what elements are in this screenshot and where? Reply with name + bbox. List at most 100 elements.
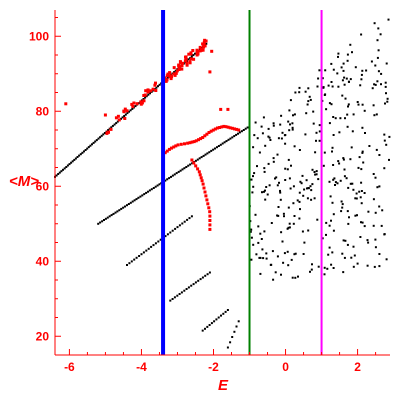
data-point-s1 — [280, 137, 283, 140]
data-point-s0 — [202, 154, 205, 157]
data-point-s0 — [177, 170, 180, 173]
data-point-s1 — [321, 77, 324, 80]
data-point-s4 — [190, 158, 194, 162]
data-point-s3 — [203, 134, 207, 138]
data-point-s1 — [282, 212, 285, 215]
data-point-s3 — [190, 140, 194, 144]
x-tick-label: 2 — [354, 360, 361, 374]
data-point-s0 — [118, 209, 121, 212]
data-point-s1 — [383, 139, 386, 142]
data-point-s0 — [79, 153, 82, 156]
data-point-s1 — [293, 253, 296, 256]
data-point-s1 — [330, 62, 333, 65]
data-point-s1 — [332, 178, 335, 181]
data-point-s1 — [270, 222, 273, 224]
data-point-s1 — [250, 228, 253, 231]
data-point-s1 — [373, 114, 376, 117]
data-point-s1 — [361, 151, 364, 154]
data-point-s1 — [378, 185, 381, 188]
data-point-s1 — [261, 132, 264, 135]
data-point-s1 — [292, 202, 295, 205]
data-point-s1 — [308, 95, 311, 98]
y-ticks: 20 40 60 80 100 — [29, 29, 49, 343]
data-point-s1 — [350, 256, 353, 259]
data-point-s1 — [250, 178, 253, 181]
data-point-s2 — [122, 109, 126, 113]
data-point-s5 — [208, 70, 212, 74]
data-point-s1 — [306, 197, 309, 200]
data-point-s2 — [198, 45, 202, 49]
data-point-s1 — [344, 97, 347, 100]
data-point-s1 — [380, 224, 383, 227]
data-point-s1 — [313, 197, 316, 200]
data-point-s4 — [208, 227, 212, 231]
data-point-s1 — [293, 113, 296, 116]
data-point-s0 — [187, 164, 190, 167]
data-point-s1 — [356, 214, 358, 217]
data-point-s5 — [226, 107, 230, 111]
data-point-s1 — [306, 103, 309, 106]
data-point-s1 — [325, 108, 328, 111]
data-point-s2 — [178, 60, 182, 64]
data-point-s1 — [294, 91, 297, 94]
data-point-s1 — [328, 246, 331, 249]
data-point-s0 — [180, 291, 183, 294]
data-point-s1 — [294, 252, 297, 255]
data-point-s1 — [299, 208, 301, 211]
data-point-s0 — [171, 298, 174, 300]
data-point-s1 — [252, 175, 254, 178]
data-point-s0 — [194, 281, 197, 284]
data-point-s1 — [330, 219, 332, 222]
data-point-s2 — [132, 101, 136, 105]
data-point-s1 — [376, 56, 379, 59]
data-point-s2 — [177, 68, 181, 71]
data-point-s0 — [60, 170, 63, 173]
data-point-s1 — [332, 134, 335, 136]
data-point-s4 — [199, 176, 203, 180]
data-point-s0 — [158, 183, 161, 186]
data-point-s0 — [229, 341, 232, 344]
data-point-s1 — [363, 225, 366, 228]
data-point-s1 — [275, 176, 278, 179]
data-point-s0 — [238, 131, 241, 134]
data-point-s1 — [280, 273, 282, 276]
data-point-s0 — [142, 251, 145, 254]
data-point-s4 — [202, 186, 206, 190]
data-point-s0 — [176, 68, 179, 71]
data-point-s1 — [342, 69, 345, 72]
data-point-s1 — [332, 229, 335, 232]
data-point-s0 — [55, 174, 58, 177]
data-point-s0 — [206, 152, 209, 155]
data-point-s1 — [358, 190, 361, 193]
data-point-s3 — [183, 142, 186, 146]
data-point-s1 — [360, 190, 363, 192]
data-point-s1 — [328, 180, 331, 183]
data-point-s0 — [135, 256, 138, 259]
data-point-s1 — [287, 158, 290, 161]
data-point-s3 — [197, 138, 200, 142]
data-point-s0 — [63, 167, 66, 170]
data-point-s1 — [314, 173, 317, 176]
data-point-s1 — [358, 156, 361, 159]
data-point-s0 — [99, 221, 102, 224]
data-point-s0 — [210, 149, 213, 152]
data-point-s2 — [166, 72, 170, 76]
data-point-s1 — [343, 175, 346, 178]
data-point-s0 — [166, 76, 169, 79]
data-point-s0 — [111, 124, 114, 127]
data-point-s0 — [94, 140, 97, 143]
data-point-s0 — [169, 299, 172, 302]
data-point-s1 — [309, 270, 311, 273]
data-point-s1 — [332, 213, 335, 216]
data-point-s1 — [327, 253, 330, 256]
data-point-s1 — [338, 162, 341, 165]
data-point-s1 — [337, 55, 339, 58]
data-point-s0 — [157, 85, 159, 88]
data-point-s1 — [378, 253, 381, 255]
data-point-s0 — [154, 185, 157, 188]
data-point-s0 — [120, 117, 122, 120]
data-point-s1 — [332, 68, 335, 71]
data-point-s1 — [276, 214, 279, 217]
data-point-s1 — [342, 239, 345, 242]
data-point-s1 — [343, 256, 346, 259]
